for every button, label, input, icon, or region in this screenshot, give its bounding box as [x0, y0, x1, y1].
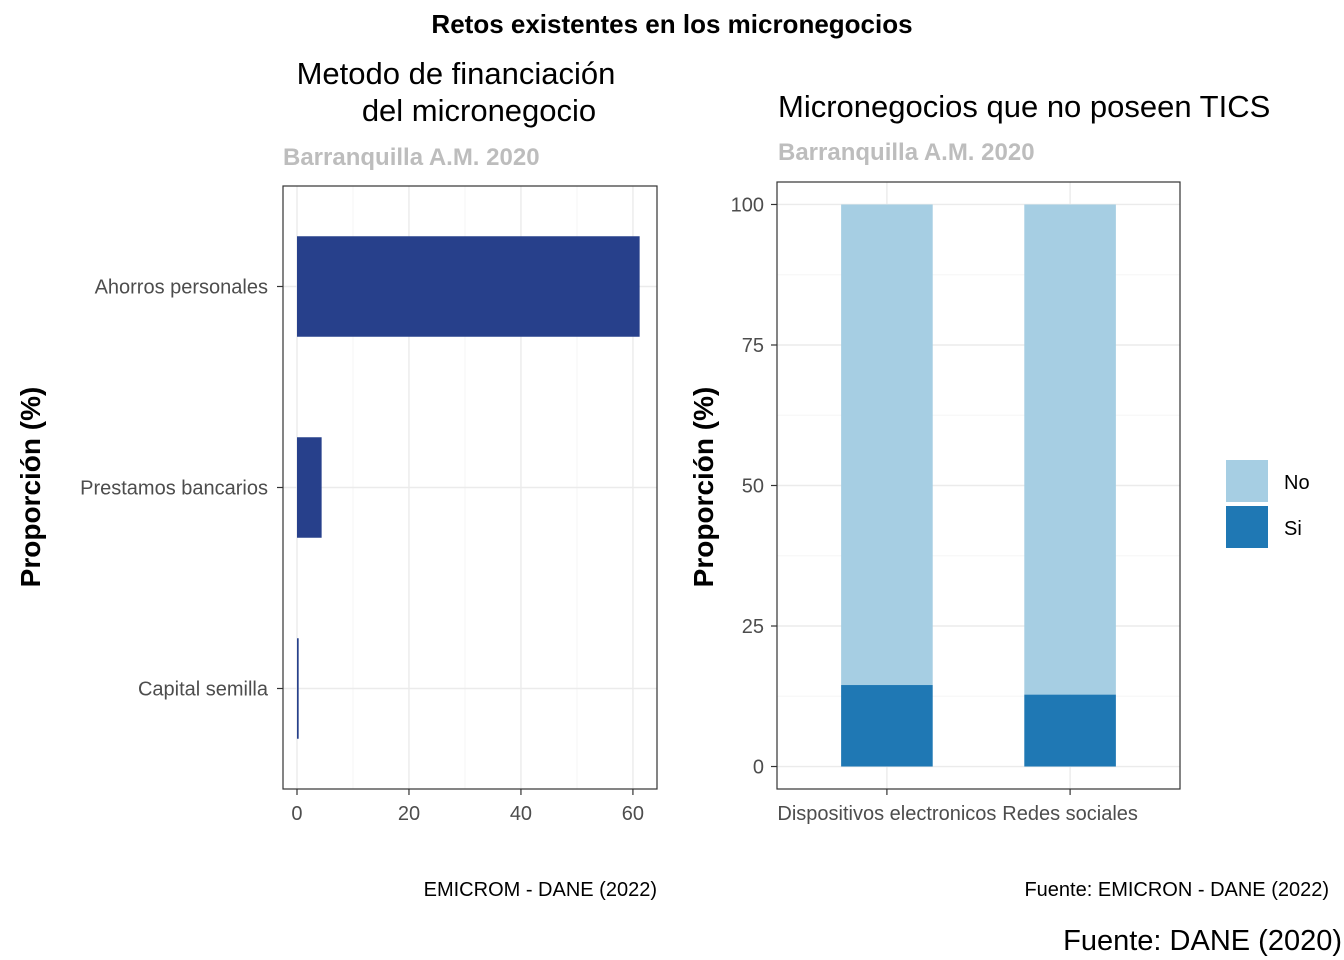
right-chart: Micronegocios que no poseen TICS Barranq…	[688, 89, 1329, 901]
left-bars	[296, 236, 640, 739]
left-plot-area: Ahorros personales Prestamos bancarios Cap…	[80, 185, 658, 825]
left-chart-title-line2: del micronegocio	[362, 93, 596, 128]
right-x-tick-label: Redes sociales	[1002, 803, 1138, 825]
right-y-ticks: 0 25 50 75 100	[731, 194, 777, 779]
right-y-tick-label: 0	[753, 757, 764, 779]
left-y-tick-label: Ahorros personales	[95, 277, 268, 299]
right-bar-no	[841, 204, 933, 686]
right-chart-caption: Fuente: EMICRON - DANE (2022)	[1024, 879, 1329, 901]
right-x-tick-label: Dispositivos electronicos	[777, 803, 996, 825]
left-x-tick-label: 0	[291, 803, 302, 825]
right-y-tick-label: 75	[742, 335, 764, 357]
left-x-tick-label: 60	[622, 803, 644, 825]
left-chart-title-line1: Metodo de financiación	[297, 56, 616, 91]
right-y-tick-label: 50	[742, 476, 764, 498]
right-legend: No Si	[1226, 460, 1310, 548]
left-bar	[296, 236, 640, 337]
left-y-tick-label: Prestamos bancarios	[80, 478, 268, 500]
left-x-tick-label: 40	[510, 803, 532, 825]
left-bar	[296, 437, 322, 538]
right-y-axis-label: Proporción (%)	[688, 387, 719, 588]
left-chart: Metodo de financiación del micronegocio …	[15, 56, 658, 901]
left-y-axis-label: Proporción (%)	[15, 387, 46, 588]
right-chart-subtitle: Barranquilla A.M. 2020	[778, 139, 1035, 166]
legend-label-si: Si	[1284, 518, 1302, 540]
right-chart-title: Micronegocios que no poseen TICS	[778, 89, 1270, 124]
right-plot-area: 0 25 50 75 100 Dispositivos electronicos Rede…	[731, 181, 1181, 825]
left-x-ticks: 0 20 40 60	[291, 789, 644, 825]
right-y-tick-label: 25	[742, 616, 764, 638]
figure-caption: Fuente: DANE (2020)	[1063, 925, 1342, 957]
legend-key-no	[1226, 460, 1268, 502]
left-y-ticks: Ahorros personales Prestamos bancarios Cap…	[80, 277, 283, 701]
left-chart-subtitle: Barranquilla A.M. 2020	[283, 144, 540, 171]
left-y-tick-label: Capital semilla	[138, 679, 269, 701]
legend-label-no: No	[1284, 472, 1310, 494]
right-y-tick-label: 100	[731, 194, 764, 216]
left-bar	[296, 638, 299, 739]
right-bar-si	[841, 685, 933, 767]
right-bar-si	[1024, 694, 1116, 767]
legend-key-si	[1226, 506, 1268, 548]
left-chart-caption: EMICROM - DANE (2022)	[424, 879, 657, 901]
figure-title: Retos existentes en los micronegocios	[431, 9, 912, 39]
right-bar-no	[1024, 204, 1116, 695]
left-x-tick-label: 20	[398, 803, 420, 825]
right-x-ticks: Dispositivos electronicos Redes sociales	[777, 789, 1138, 825]
right-bars	[841, 204, 1116, 767]
